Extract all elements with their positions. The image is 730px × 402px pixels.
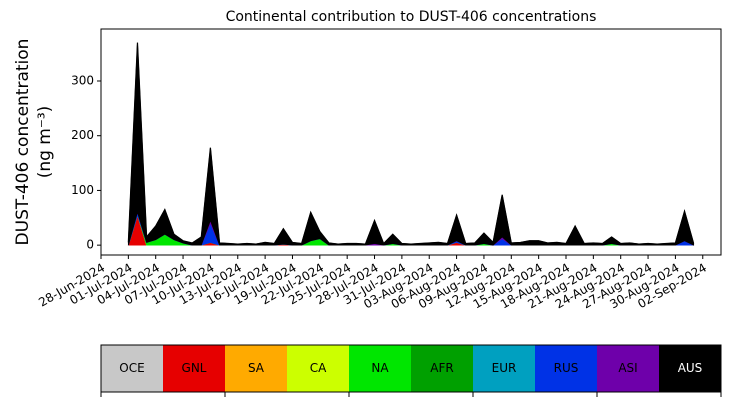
legend-label: AUS bbox=[678, 361, 703, 375]
legend-label: OCE bbox=[119, 361, 144, 375]
area bbox=[127, 42, 695, 246]
legend-swatch bbox=[287, 345, 349, 392]
legend-label: CA bbox=[310, 361, 327, 375]
legend-swatch bbox=[411, 345, 473, 392]
legend-swatch bbox=[597, 345, 659, 392]
legend-label: AFR bbox=[430, 361, 453, 375]
legend-swatch bbox=[163, 345, 225, 392]
legend-swatch bbox=[349, 345, 411, 392]
legend-label: NA bbox=[371, 361, 389, 375]
y-tick-label: 0 bbox=[86, 238, 94, 252]
y-tick-label: 100 bbox=[71, 183, 94, 197]
plot-frame bbox=[100, 28, 722, 256]
legend-label: GNL bbox=[182, 361, 207, 375]
legend-swatch bbox=[535, 345, 597, 392]
legend-frame bbox=[100, 344, 722, 393]
y-tick-label: 200 bbox=[71, 128, 94, 142]
y-axis-label: (ng m⁻³) bbox=[35, 106, 55, 179]
y-tick-label: 300 bbox=[71, 73, 94, 87]
legend-label: ASI bbox=[618, 361, 637, 375]
legend-swatch bbox=[659, 345, 721, 392]
y-axis-label: DUST-406 concentration bbox=[13, 39, 33, 246]
chart-title: Continental contribution to DUST-406 con… bbox=[226, 9, 597, 25]
legend-label: RUS bbox=[554, 361, 579, 375]
legend-swatch bbox=[225, 345, 287, 392]
total-line bbox=[127, 42, 695, 245]
legend-label: EUR bbox=[492, 361, 517, 375]
legend-label: SA bbox=[248, 361, 265, 375]
legend: OCE GNL SA CA NA AFR EUR RUS ASI AUS bbox=[100, 344, 722, 397]
legend-swatch bbox=[473, 345, 535, 392]
legend-swatch bbox=[101, 345, 163, 392]
